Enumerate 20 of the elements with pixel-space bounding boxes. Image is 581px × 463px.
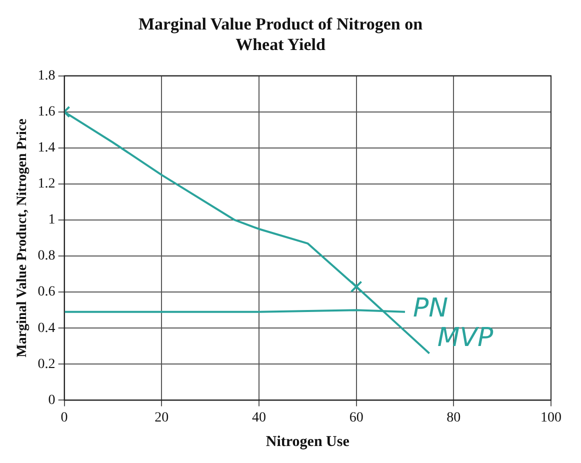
y-tick-label: 0.6 xyxy=(38,284,56,300)
x-axis-title: Nitrogen Use xyxy=(266,434,350,450)
x-tick-label: 40 xyxy=(252,410,266,426)
y-tick-label: 1.6 xyxy=(38,104,56,120)
y-tick-label: 0 xyxy=(48,392,56,408)
series-label: PN xyxy=(412,294,448,324)
x-tick-label: 60 xyxy=(349,410,364,426)
y-tick-label: 1.2 xyxy=(38,176,56,192)
chart-title: Marginal Value Product of Nitrogen on Wheat Yield xyxy=(138,14,424,54)
x-tick-label: 80 xyxy=(446,410,461,426)
y-tick-label: 1 xyxy=(48,212,56,228)
y-tick-label: 1.4 xyxy=(38,140,56,156)
y-tick-label: 0.2 xyxy=(38,356,56,372)
x-tick-label: 20 xyxy=(154,410,169,426)
y-tick-label: 1.8 xyxy=(38,68,56,84)
x-tick-label: 0 xyxy=(60,410,68,426)
y-axis-title: Marginal Value Product, Nitrogen Price xyxy=(15,118,30,358)
y-tick-label: 0.8 xyxy=(38,248,56,264)
x-tick-label: 100 xyxy=(540,410,562,426)
y-tick-label: 0.4 xyxy=(38,320,56,336)
